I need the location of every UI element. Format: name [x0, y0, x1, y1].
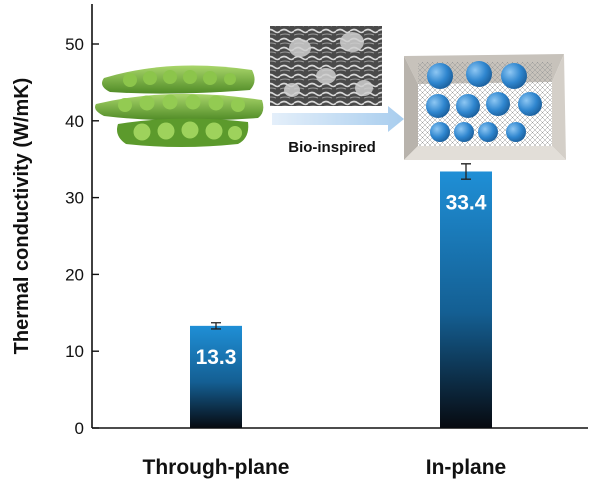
annotation-bio-inspired: Bio-inspired: [288, 139, 376, 156]
y-tick-label: 30: [65, 189, 84, 208]
y-tick-label: 20: [65, 265, 84, 284]
y-axis-label: Thermal conductivity (W/mK): [11, 78, 33, 355]
data-label-through-plane: 13.3: [196, 346, 237, 369]
data-label-in-plane: 33.4: [446, 191, 487, 214]
error-bar-through-plane: [211, 322, 221, 330]
bar-series: [190, 171, 492, 428]
y-tick-label: 0: [75, 419, 84, 438]
x-tick-label-through-plane: Through-plane: [143, 456, 290, 479]
pea-pod-image: [95, 65, 264, 147]
error-bar-in-plane: [461, 163, 471, 180]
plot-frame: [91, 4, 588, 429]
bio-inspired-arrow-icon: [272, 106, 404, 132]
bar-through-plane: [190, 325, 242, 428]
y-axis-ticks: 0 10 20 30 40 50: [65, 35, 99, 438]
bar-in-plane: [440, 171, 492, 428]
composite-structure-image: [404, 54, 566, 160]
y-tick-label: 40: [65, 112, 84, 131]
y-tick-label: 50: [65, 35, 84, 54]
sem-micrograph-image: [270, 26, 382, 106]
y-tick-label: 10: [65, 342, 84, 361]
x-tick-label-in-plane: In-plane: [426, 456, 507, 479]
error-bars: [211, 163, 471, 330]
